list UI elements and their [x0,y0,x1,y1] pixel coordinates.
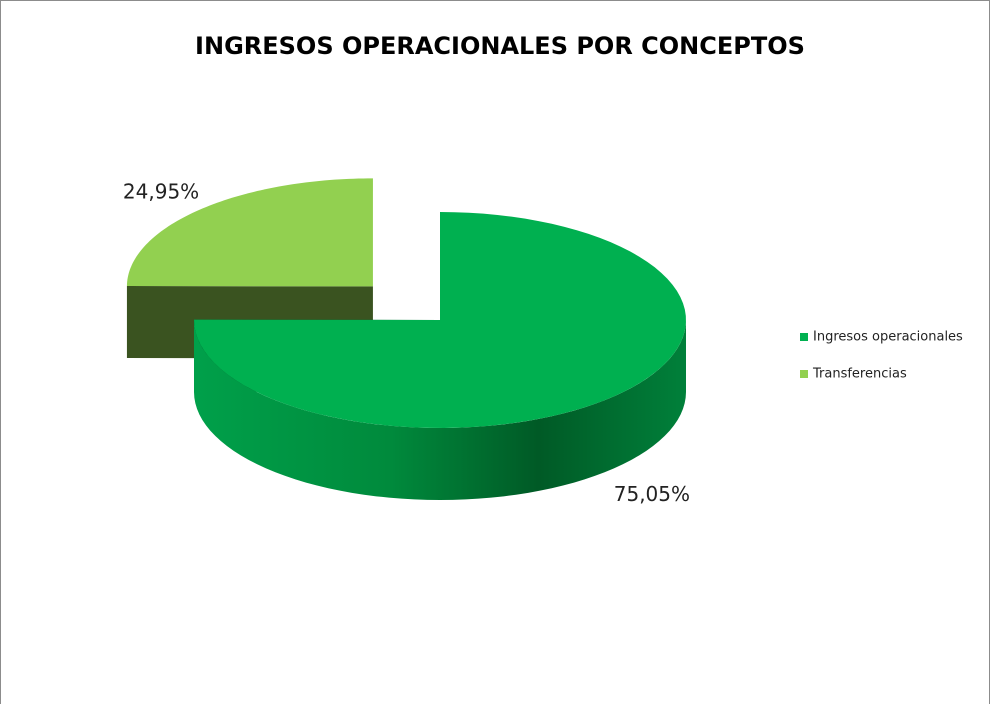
data-label: 24,95% [123,180,199,204]
slice-top [194,212,686,428]
legend-swatch [800,370,808,378]
chart-title: INGRESOS OPERACIONALES POR CONCEPTOS [195,32,805,60]
slice-side [194,320,686,500]
slice [194,212,686,500]
legend-label: Ingresos operacionales [813,330,963,345]
legend-swatch [800,333,808,341]
data-label: 75,05% [614,482,690,506]
legend-label: Transferencias [812,367,907,382]
pie: 24,95% 75,05% [123,178,690,506]
slice-top [126,178,373,287]
legend: Ingresos operacionales Transferencias [800,330,963,382]
